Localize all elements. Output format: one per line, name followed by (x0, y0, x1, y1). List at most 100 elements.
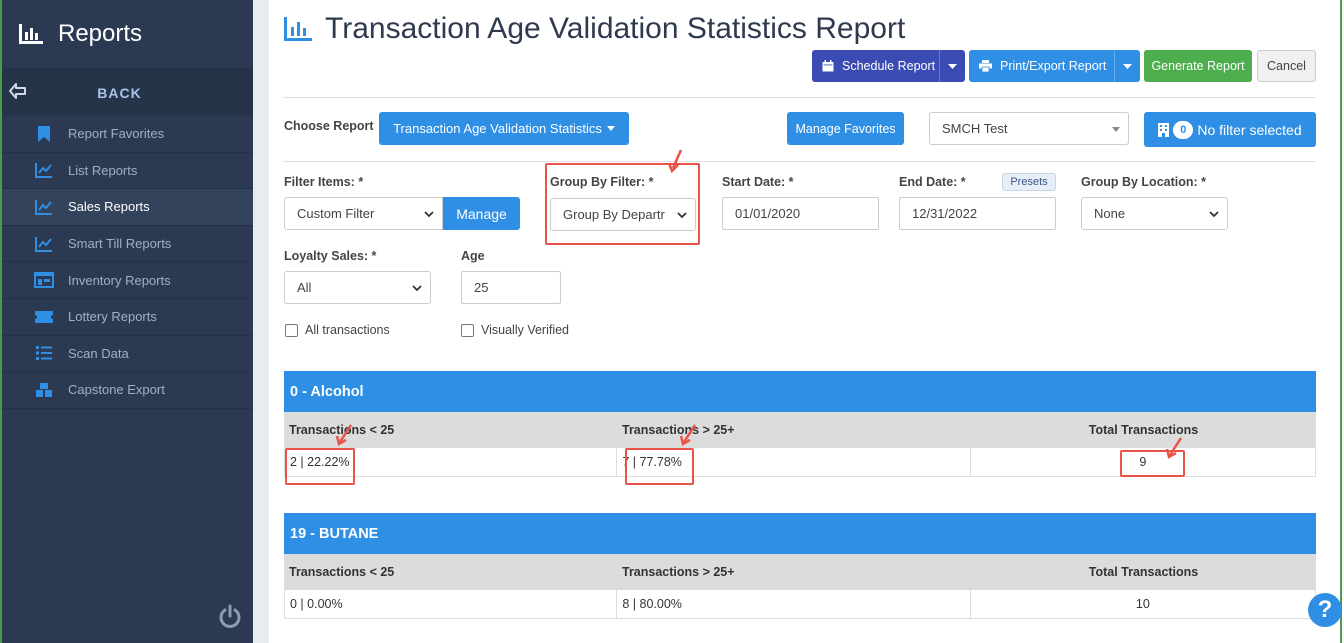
bar-chart-icon (19, 24, 43, 44)
table-row: 0 | 0.00% 8 | 80.00% 10 (284, 590, 1316, 619)
sidebar-item-label: Report Favorites (68, 126, 165, 142)
manage-favorites-button[interactable]: Manage Favorites (787, 112, 904, 145)
group-by-filter-select[interactable]: Group By Departr (550, 198, 696, 231)
table-header-row: Transactions < 25 Transactions > 25+ Tot… (284, 554, 1316, 590)
calendar-icon (822, 60, 834, 72)
arrow-left-icon (9, 83, 26, 99)
checkbox-box[interactable] (285, 323, 298, 337)
power-icon[interactable] (216, 603, 244, 631)
cancel-button[interactable]: Cancel (1257, 50, 1316, 82)
building-icon (1158, 122, 1170, 137)
line-chart-icon (34, 197, 54, 217)
schedule-caret-button[interactable] (939, 50, 965, 82)
help-button[interactable]: ? (1308, 593, 1342, 627)
column-header: Transactions > 25+ (622, 565, 735, 579)
group-table-alcohol: 0 - Alcohol Transactions < 25 Transactio… (284, 371, 1316, 477)
age-label: Age (461, 249, 485, 263)
sidebar-item-lottery-reports[interactable]: Lottery Reports (2, 299, 253, 336)
checkbox-box[interactable] (461, 323, 474, 337)
group-title: 19 - BUTANE (284, 513, 1316, 554)
value-highlight (1120, 450, 1185, 477)
group-by-location-value: None (1094, 206, 1126, 221)
column-header: Total Transactions (1088, 423, 1199, 437)
table-cell: 10 (1135, 597, 1150, 611)
group-title: 0 - Alcohol (284, 371, 1316, 412)
age-input[interactable]: 25 (461, 271, 561, 304)
caret-down-icon (1112, 127, 1120, 132)
store-select[interactable]: SMCH Test (929, 112, 1129, 145)
chevron-down-icon (677, 212, 687, 219)
start-date-input[interactable]: 01/01/2020 (722, 197, 879, 230)
chevron-down-icon (1209, 211, 1219, 218)
sidebar-item-report-favorites[interactable]: Report Favorites (2, 116, 253, 153)
group-by-location-label: Group By Location: * (1081, 175, 1206, 189)
column-header: Transactions < 25 (289, 565, 395, 579)
table-cell: 9 (1139, 455, 1147, 469)
caret-down-icon (948, 63, 957, 69)
visually-verified-label: Visually Verified (481, 323, 570, 337)
sidebar-item-label: List Reports (68, 162, 138, 178)
schedule-report-button[interactable]: Schedule Report (812, 50, 965, 82)
print-export-button[interactable]: Print/Export Report (969, 50, 1140, 82)
ticket-icon (34, 307, 54, 327)
back-button[interactable]: BACK (2, 68, 253, 116)
sidebar-item-scan-data[interactable]: Scan Data (2, 336, 253, 373)
red-arrow-icon (335, 424, 353, 446)
bookmark-icon (34, 124, 54, 144)
boxes-icon (34, 380, 54, 400)
presets-button[interactable]: Presets (1002, 173, 1056, 191)
end-date-label: End Date: * (899, 175, 966, 189)
sidebar-header: Reports (2, 0, 253, 68)
choose-report-label: Choose Report (284, 119, 374, 133)
sidebar-item-capstone-export[interactable]: Capstone Export (2, 372, 253, 409)
line-chart-icon (34, 234, 54, 254)
table-cell: 7 | 77.78% (617, 448, 971, 476)
sidebar-item-sales-reports[interactable]: Sales Reports (2, 189, 253, 226)
line-chart-icon (34, 160, 54, 180)
table-row: 2 | 22.22% 7 | 77.78% 9 (284, 448, 1316, 477)
all-transactions-checkbox[interactable]: All transactions (285, 323, 390, 337)
print-caret-button[interactable] (1114, 50, 1140, 82)
divider (283, 97, 1316, 98)
sidebar-item-label: Lottery Reports (68, 309, 157, 325)
sidebar-item-inventory-reports[interactable]: Inventory Reports (2, 262, 253, 299)
generate-report-button[interactable]: Generate Report (1144, 50, 1252, 82)
table-cell: 0 | 0.00% (285, 590, 618, 618)
choose-report-dropdown[interactable]: Transaction Age Validation Statistics (379, 112, 629, 145)
list-icon (34, 343, 54, 363)
sidebar-item-label: Scan Data (68, 345, 129, 361)
sidebar-item-label: Capstone Export (68, 382, 165, 398)
divider (283, 161, 1316, 162)
store-select-value: SMCH Test (942, 121, 1008, 136)
group-by-filter-value: Group By Departr (563, 207, 665, 222)
manage-filter-button[interactable]: Manage (443, 197, 520, 230)
sidebar: Reports BACK Report Favorites List Repor… (0, 0, 253, 643)
printer-icon (979, 60, 992, 72)
page-title: Transaction Age Validation Statistics Re… (283, 12, 905, 46)
start-date-label: Start Date: * (722, 175, 794, 189)
end-date-input[interactable]: 12/31/2022 (899, 197, 1056, 230)
visually-verified-checkbox[interactable]: Visually Verified (461, 323, 569, 337)
loyalty-sales-select[interactable]: All (284, 271, 431, 304)
filter-status-label: No filter selected (1197, 121, 1302, 138)
loyalty-sales-label: Loyalty Sales: * (284, 249, 377, 263)
sidebar-item-list-reports[interactable]: List Reports (2, 153, 253, 190)
red-arrow-icon (679, 424, 697, 446)
filter-status-button[interactable]: 0 No filter selected (1144, 112, 1316, 147)
print-export-label: Print/Export Report (1000, 59, 1107, 73)
loyalty-sales-value: All (297, 280, 312, 295)
chevron-down-icon (424, 211, 434, 218)
column-header: Total Transactions (1088, 565, 1199, 579)
table-cell: 2 | 22.22% (285, 448, 618, 476)
sidebar-title: Reports (58, 20, 143, 47)
sidebar-item-smart-till-reports[interactable]: Smart Till Reports (2, 226, 253, 263)
filter-items-label: Filter Items: * (284, 175, 364, 189)
filter-items-select[interactable]: Custom Filter (284, 197, 443, 230)
sidebar-item-label: Inventory Reports (68, 272, 171, 288)
group-by-location-select[interactable]: None (1081, 197, 1228, 230)
filter-count-badge: 0 (1173, 120, 1194, 139)
chevron-down-icon (412, 285, 422, 292)
column-header: Transactions < 25 (289, 423, 395, 437)
red-arrow-icon (1165, 437, 1183, 459)
group-table-butane: 19 - BUTANE Transactions < 25 Transactio… (284, 513, 1316, 619)
